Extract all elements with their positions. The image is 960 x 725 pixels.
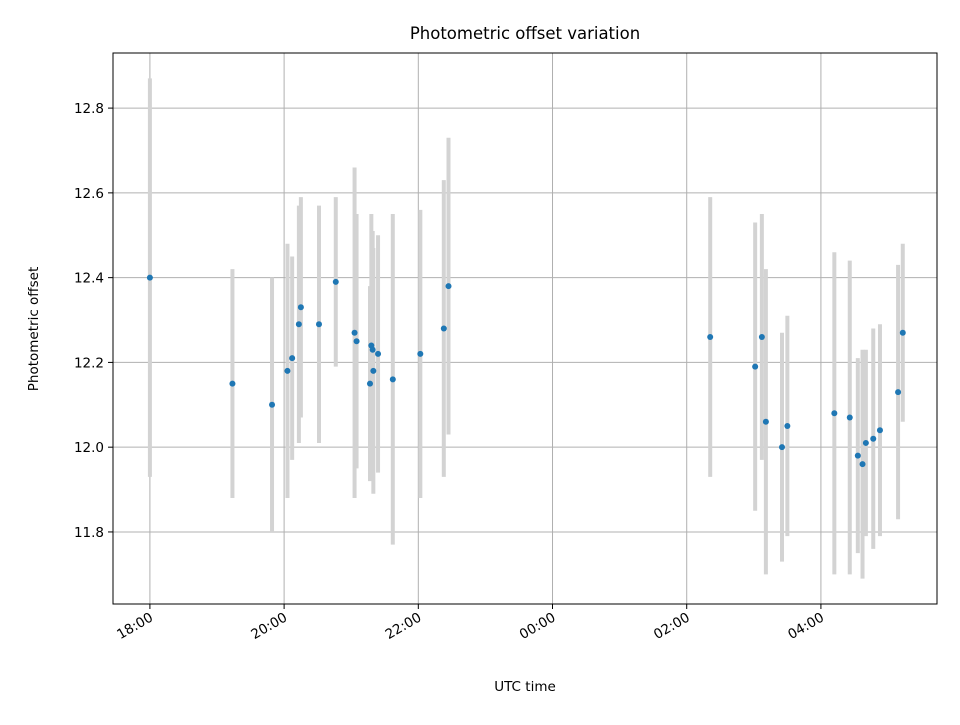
data-point (440, 325, 447, 332)
data-point (269, 401, 276, 408)
data-point (762, 418, 769, 425)
data-point (854, 452, 861, 459)
x-tick-label: 22:00 (383, 610, 425, 643)
data-point (289, 355, 296, 362)
data-point (295, 321, 302, 328)
data-point (859, 461, 866, 468)
data-point (229, 380, 236, 387)
data-point (284, 367, 291, 374)
data-points (146, 274, 906, 468)
data-point (758, 333, 765, 340)
grid-lines (113, 53, 937, 604)
y-tick-label: 12.6 (74, 186, 104, 202)
data-point (353, 338, 360, 345)
y-axis-label: Photometric offset (26, 267, 42, 391)
data-point (899, 329, 906, 336)
data-point (445, 283, 452, 290)
data-point (876, 427, 883, 434)
data-point (707, 333, 714, 340)
data-point (369, 346, 376, 353)
x-tick-label: 00:00 (517, 610, 559, 643)
y-tick-label: 11.8 (74, 525, 104, 541)
y-tick-label: 12.0 (74, 440, 104, 456)
x-tick-label: 02:00 (651, 610, 693, 643)
y-tick-label: 12.8 (74, 101, 104, 117)
data-point (370, 367, 377, 374)
data-point (332, 278, 339, 285)
y-tick-label: 12.4 (74, 271, 104, 287)
x-tick-label: 18:00 (114, 610, 156, 643)
data-point (366, 380, 373, 387)
data-point (146, 274, 153, 281)
data-point (389, 376, 396, 383)
chart-title: Photometric offset variation (410, 24, 640, 43)
x-axis-label: UTC time (494, 679, 556, 695)
data-point (778, 444, 785, 451)
data-point (862, 439, 869, 446)
error-bars (147, 78, 905, 579)
data-point (846, 414, 853, 421)
x-axis-ticks: 18:00 20:00 22:00 00:00 02:00 04:00 (114, 604, 827, 643)
data-point (297, 304, 304, 311)
data-point (752, 363, 759, 370)
x-tick-label: 20:00 (248, 610, 290, 643)
data-point (417, 350, 424, 357)
plot-frame (112, 52, 938, 605)
y-tick-label: 12.2 (74, 355, 104, 371)
data-point (895, 389, 902, 396)
data-point (316, 321, 322, 328)
data-point (375, 350, 382, 357)
data-point (351, 329, 358, 336)
data-point (870, 435, 877, 442)
data-point (784, 422, 791, 429)
x-tick-label: 04:00 (785, 610, 827, 643)
data-point (831, 410, 838, 417)
y-axis-ticks: 11.8 12.0 12.2 12.4 12.6 12.8 (74, 101, 113, 541)
